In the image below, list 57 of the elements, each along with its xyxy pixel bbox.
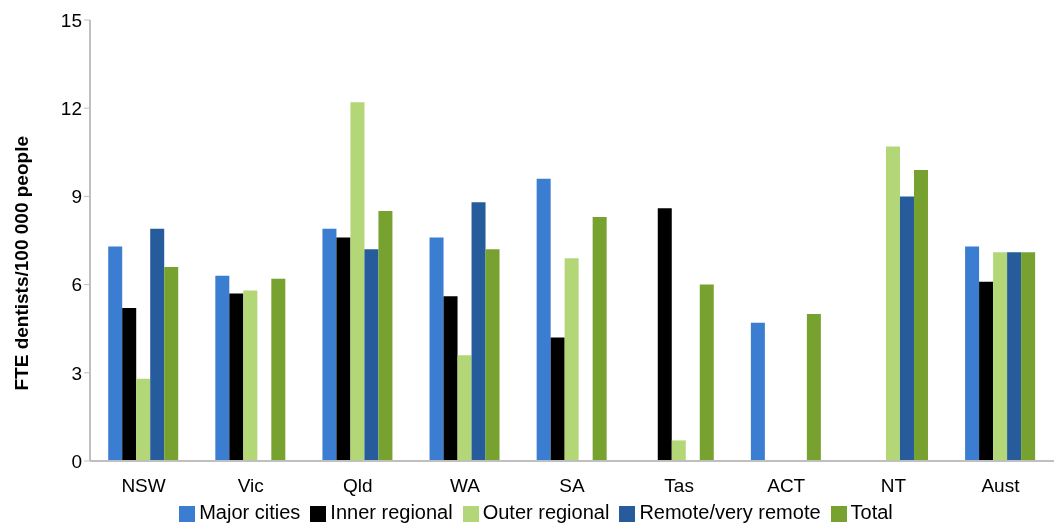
bar [979, 281, 994, 461]
bar [215, 275, 230, 461]
x-tick-label: ACT [767, 475, 806, 497]
legend-label: Major cities [199, 501, 301, 523]
bar [122, 308, 137, 461]
bar [471, 202, 486, 461]
legend-label: Remote/very remote [639, 501, 821, 523]
bar [150, 228, 165, 461]
legend-label: Total [850, 501, 893, 523]
bar [378, 211, 393, 461]
y-axis-title: FTE dentists/100 000 people [10, 136, 32, 391]
x-tick-label: NSW [121, 475, 166, 497]
x-tick-label: WA [449, 475, 481, 497]
bar [536, 178, 551, 461]
bar [550, 337, 565, 461]
y-tick-label: 9 [71, 186, 82, 208]
bar [1021, 252, 1036, 461]
bar [750, 322, 765, 461]
x-tick-label: Aust [981, 475, 1021, 497]
bar [243, 290, 258, 461]
y-tick-label: 0 [71, 450, 82, 472]
bar [885, 146, 900, 461]
bar [364, 249, 379, 461]
x-tick-label: Vic [237, 475, 264, 497]
y-tick-label: 12 [60, 97, 82, 119]
bar [913, 169, 928, 461]
bar [164, 266, 179, 461]
bar [429, 237, 444, 461]
bar [108, 246, 123, 461]
bar [564, 258, 579, 461]
x-tick-label: Tas [664, 475, 694, 497]
y-tick-label: 15 [60, 9, 82, 31]
legend-label: Inner regional [330, 501, 453, 523]
x-tick-label: NT [880, 475, 907, 497]
bar [965, 246, 980, 461]
bar [443, 296, 458, 461]
x-tick-label: Qld [342, 475, 373, 497]
bar [485, 249, 500, 461]
legend-label: Outer regional [482, 501, 610, 523]
bar [271, 278, 286, 461]
bar [806, 314, 821, 461]
bar [671, 440, 686, 461]
bar [993, 252, 1008, 461]
bar [899, 196, 914, 461]
bar [592, 216, 607, 461]
bar [336, 237, 351, 461]
bar [699, 284, 714, 461]
bar [136, 378, 151, 461]
bar [1007, 252, 1022, 461]
y-tick-label: 3 [71, 362, 82, 384]
bar [350, 102, 365, 461]
y-tick-label: 6 [71, 274, 82, 296]
bar [322, 228, 337, 461]
x-tick-label: SA [559, 475, 585, 497]
bar [229, 293, 244, 461]
bar [657, 208, 672, 461]
bar [457, 355, 472, 461]
